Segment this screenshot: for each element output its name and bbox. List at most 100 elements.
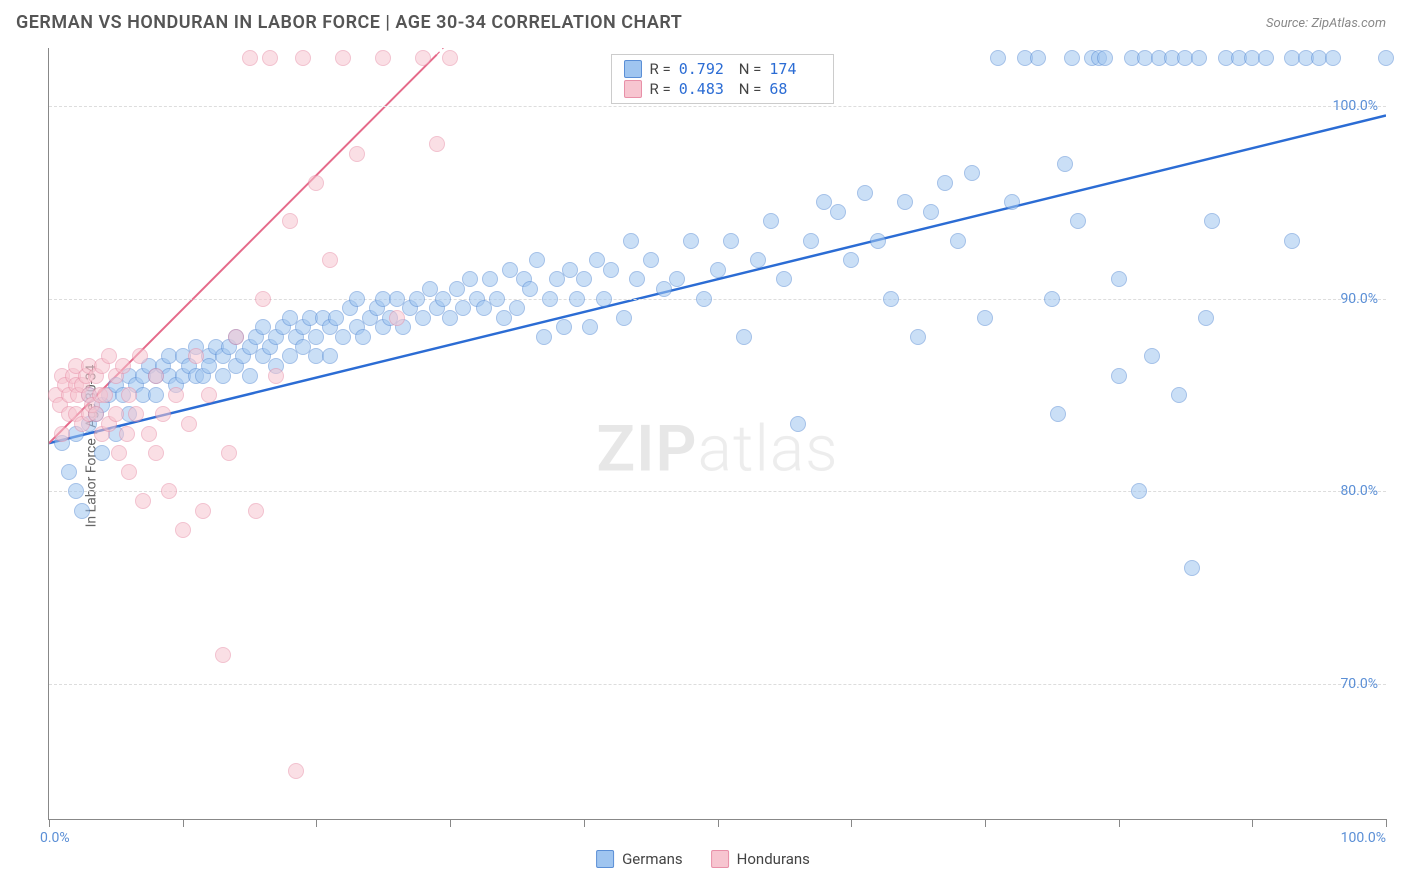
data-point [750,252,766,268]
data-point [1111,271,1127,287]
data-point [977,310,993,326]
data-point [322,252,338,268]
data-point [248,503,264,519]
data-point [1030,50,1046,66]
data-point [482,271,498,287]
data-point [94,445,110,461]
data-point [556,319,572,335]
data-point [282,213,298,229]
x-tick [1386,819,1387,827]
data-point [168,387,184,403]
data-point [195,503,211,519]
data-point [442,50,458,66]
data-point [582,319,598,335]
data-point [950,233,966,249]
data-point [295,50,311,66]
stat-n-label: N = [739,60,762,78]
data-point [148,368,164,384]
data-point [576,271,592,287]
data-point [201,387,217,403]
data-point [1111,368,1127,384]
data-point [322,348,338,364]
data-point [175,522,191,538]
data-point [429,136,445,152]
gridline [49,106,1386,107]
x-tick [1252,819,1253,827]
data-point [97,387,113,403]
data-point [776,271,792,287]
data-point [964,165,980,181]
data-point [268,368,284,384]
data-point [1284,233,1300,249]
data-point [589,252,605,268]
watermark-zip: ZIP [596,411,697,486]
plot-area: ZIPatlas R = 0.792 N = 174 R = 0.483 N =… [48,48,1386,820]
source-label: Source: [1266,16,1308,31]
data-point [349,146,365,162]
data-point [288,763,304,779]
data-point [603,262,619,278]
data-point [121,464,137,480]
x-tick [851,819,852,827]
data-point [435,291,451,307]
source-credit: Source: ZipAtlas.com [1266,16,1386,31]
data-point [61,464,77,480]
data-point [830,204,846,220]
data-point [328,310,344,326]
stats-legend-row: R = 0.792 N = 174 [624,59,822,79]
x-tick [985,819,986,827]
data-point [161,483,177,499]
legend-label: Hondurans [737,850,810,868]
stat-r-label: R = [650,60,671,78]
data-point [1191,50,1207,66]
gridline [49,491,1386,492]
data-point [529,252,545,268]
stat-n-value: 68 [769,80,821,98]
legend-swatch [711,850,729,868]
x-tick [718,819,719,827]
data-point [1050,406,1066,422]
data-point [119,426,135,442]
x-tick [183,819,184,827]
data-point [255,291,271,307]
data-point [148,387,164,403]
data-point [262,50,278,66]
legend-swatch [624,80,642,98]
data-point [148,445,164,461]
data-point [389,310,405,326]
data-point [569,291,585,307]
data-point [522,281,538,297]
data-point [696,291,712,307]
data-point [135,493,151,509]
y-tick-label: 90.0% [1340,291,1378,307]
data-point [181,416,197,432]
data-point [221,445,237,461]
chart-lines-layer [49,48,1386,819]
data-point [111,445,127,461]
legend-swatch [596,850,614,868]
data-point [349,291,365,307]
data-point [683,233,699,249]
data-point [990,50,1006,66]
data-point [155,406,171,422]
y-tick-label: 70.0% [1340,676,1378,692]
data-point [242,50,258,66]
data-point [1004,194,1020,210]
data-point [54,426,70,442]
stats-legend: R = 0.792 N = 174 R = 0.483 N = 68 [611,54,835,104]
data-point [883,291,899,307]
y-tick-label: 100.0% [1333,98,1378,114]
data-point [803,233,819,249]
data-point [910,329,926,345]
data-point [242,368,258,384]
data-point [462,271,478,287]
data-point [1325,50,1341,66]
x-tick [584,819,585,827]
data-point [736,329,752,345]
data-point [596,291,612,307]
data-point [897,194,913,210]
legend-swatch [624,60,642,78]
data-point [115,358,131,374]
data-point [923,204,939,220]
watermark-atlas: atlas [698,411,839,486]
